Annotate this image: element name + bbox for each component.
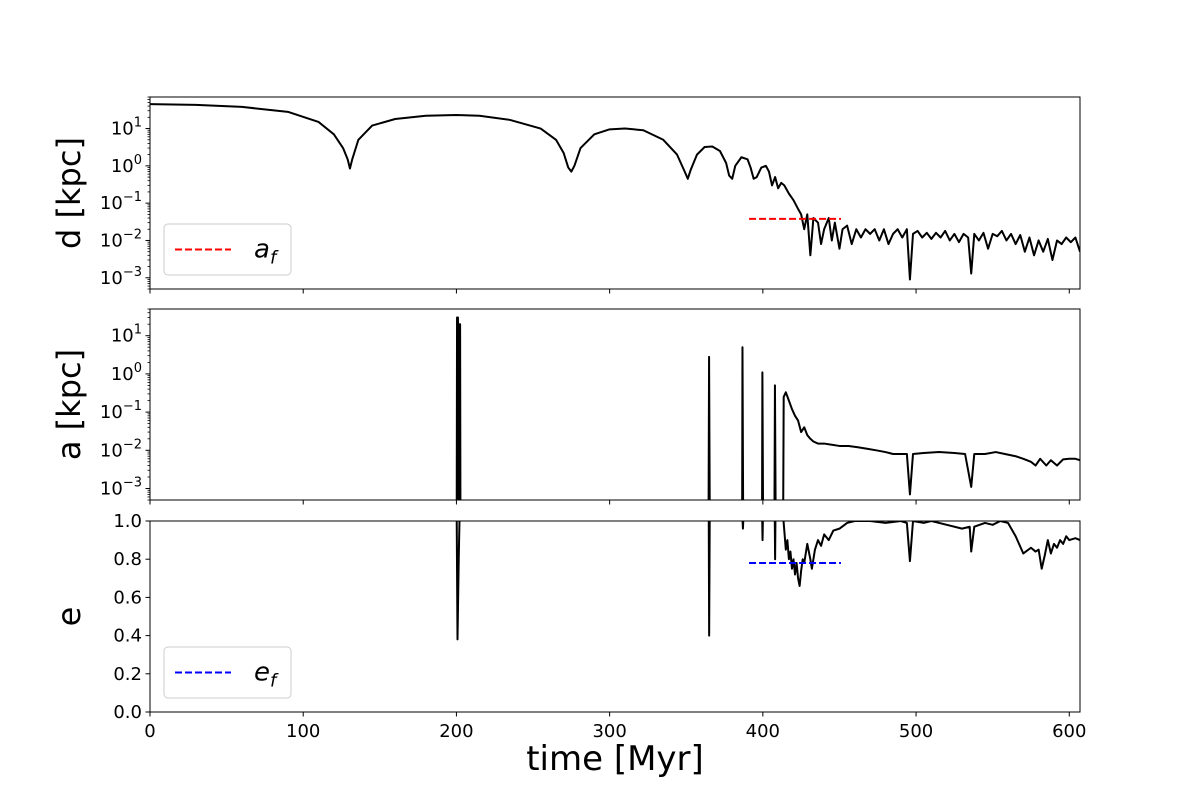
series-line xyxy=(773,521,777,561)
panel-2: 101 100 10−1 10−2 10−3 a [kpc] xyxy=(50,308,1081,505)
x-tick-label: 200 xyxy=(439,721,473,742)
legend: ef xyxy=(163,646,292,699)
x-tick-label: 600 xyxy=(1052,721,1086,742)
axes-frame xyxy=(149,308,1081,501)
series-line xyxy=(455,316,460,500)
y-tick-label: 10−1 xyxy=(100,399,142,423)
panel-1: 101 100 10−1 10−2 10−3 d [kpc] af xyxy=(50,96,1081,294)
panel-3: 0.0 0.2 0.4 0.6 0.8 1.0 0 100 200 300 400 500 600 e ti… xyxy=(50,511,1086,779)
y-tick-label: 10−2 xyxy=(100,227,142,251)
y-tick-label: 10−3 xyxy=(100,476,142,500)
x-axis-label: time [Myr] xyxy=(526,739,704,779)
y-axis-label: a [kpc] xyxy=(50,349,88,460)
series-line xyxy=(707,521,711,637)
series-line xyxy=(773,384,777,500)
series-line xyxy=(458,323,462,500)
y-tick-label: 101 xyxy=(111,116,142,140)
series-line xyxy=(761,371,764,500)
y-tick-label: 10−1 xyxy=(100,190,142,214)
y-tick-label: 0.0 xyxy=(113,702,142,723)
legend: af xyxy=(163,223,292,276)
x-tick-label: 0 xyxy=(144,721,155,742)
y-tick-label: 0.4 xyxy=(113,626,142,647)
y-tick-label: 101 xyxy=(111,323,142,347)
x-tick-label: 300 xyxy=(592,721,626,742)
series-line xyxy=(707,355,711,500)
y-tick-label: 100 xyxy=(111,361,142,385)
y-tick-label: 0.6 xyxy=(113,587,142,608)
legend-label: af xyxy=(254,235,279,269)
axes-frame xyxy=(149,96,1081,290)
y-tick-label: 1.0 xyxy=(113,511,142,532)
y-tick-label: 100 xyxy=(111,153,142,177)
y-tick-label: 0.2 xyxy=(113,664,142,685)
y-axis-label: e xyxy=(50,607,88,627)
x-tick-label: 100 xyxy=(286,721,320,742)
series-line xyxy=(782,521,1080,587)
y-tick-label: 10−2 xyxy=(100,437,142,461)
y-axis-label: d [kpc] xyxy=(50,137,88,249)
x-tick-label: 400 xyxy=(746,721,780,742)
series-line xyxy=(455,521,461,641)
y-tick-label: 10−3 xyxy=(100,265,142,289)
series-line xyxy=(761,521,764,542)
y-tick-label: 0.8 xyxy=(113,549,142,570)
series-line xyxy=(782,391,1080,500)
x-tick-label: 500 xyxy=(899,721,933,742)
legend-label: ef xyxy=(254,658,279,692)
axes-frame xyxy=(149,520,1081,713)
series-line xyxy=(741,346,745,500)
series-line xyxy=(741,521,745,530)
